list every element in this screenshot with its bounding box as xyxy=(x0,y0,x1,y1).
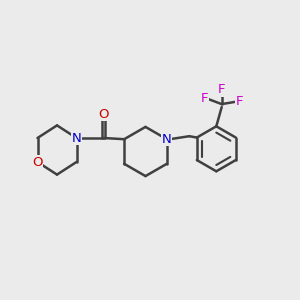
Text: N: N xyxy=(72,131,81,145)
Text: F: F xyxy=(236,95,243,108)
Text: O: O xyxy=(32,155,43,169)
Text: F: F xyxy=(218,83,226,96)
Text: F: F xyxy=(201,92,208,105)
Text: O: O xyxy=(98,107,109,121)
Text: N: N xyxy=(162,133,172,146)
